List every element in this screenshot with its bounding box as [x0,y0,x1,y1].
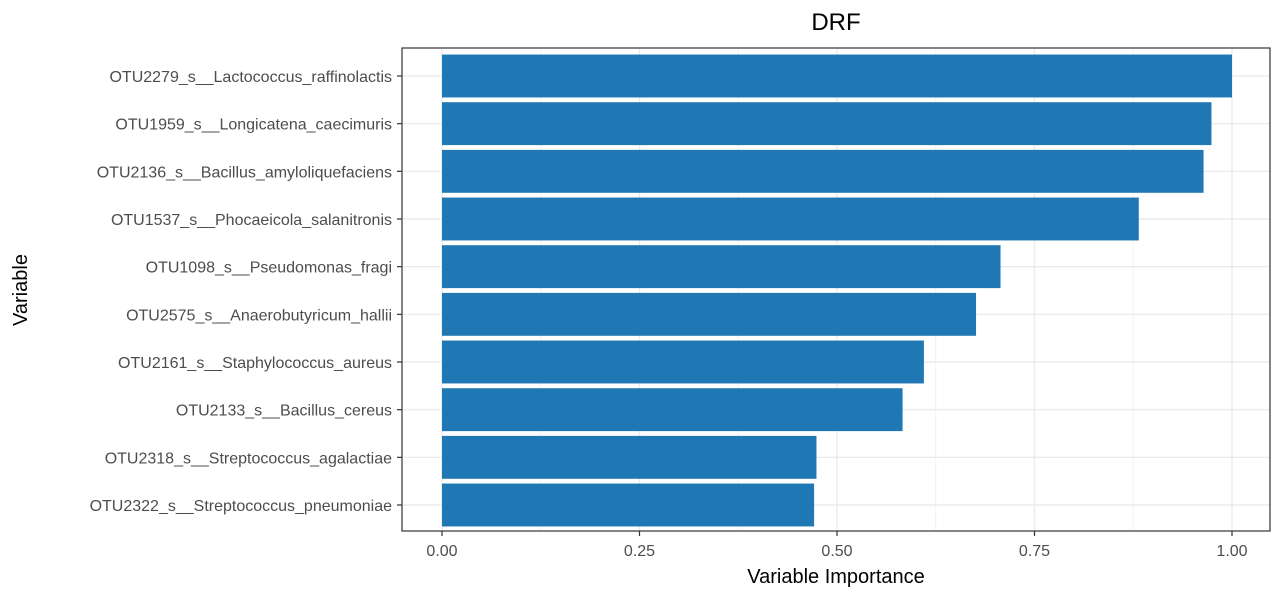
y-tick-label: OTU2322_s__Streptococcus_pneumoniae [90,498,393,515]
bars [442,54,1232,527]
y-tick-label: OTU1959_s__Longicatena_caecimuris [115,117,392,134]
bar [442,388,903,432]
bar [442,54,1232,98]
y-tick-label: OTU2133_s__Bacillus_cereus [176,403,392,420]
bar [442,149,1204,193]
y-axis: OTU2279_s__Lactococcus_raffinolactis OTU1… [90,69,402,515]
y-tick-label: OTU2318_s__Streptococcus_agalactiae [105,450,392,467]
y-tick-label: OTU2575_s__Anaerobutyricum_hallii [126,307,392,324]
x-tick-label: 0.00 [426,543,457,560]
y-tick-label: OTU1098_s__Pseudomonas_fragi [146,260,392,277]
y-axis-label: Variable [10,254,32,326]
plot-panel-border [401,47,1271,532]
x-tick-label: 0.50 [821,543,852,560]
y-tick-label: OTU2161_s__Staphylococcus_aureus [118,355,392,372]
x-tick-label: 0.25 [624,543,655,560]
bar [442,245,1001,289]
y-tick-label: OTU1537_s__Phocaeicola_salanitronis [111,212,392,229]
bar [442,483,815,527]
x-tick-label: 0.75 [1019,543,1050,560]
bar [442,102,1212,146]
bar [442,292,977,336]
x-axis-label: Variable Importance [747,566,925,588]
bar [442,197,1139,241]
bar [442,435,817,479]
bar [442,340,924,384]
y-tick-label: OTU2279_s__Lactococcus_raffinolactis [109,69,392,86]
x-tick-label: 1.00 [1216,543,1247,560]
y-tick-label: OTU2136_s__Bacillus_amyloliquefaciens [97,164,392,181]
x-axis: 0.00 0.25 0.50 0.75 1.00 [426,531,1248,560]
chart-title: DRF [811,9,860,36]
